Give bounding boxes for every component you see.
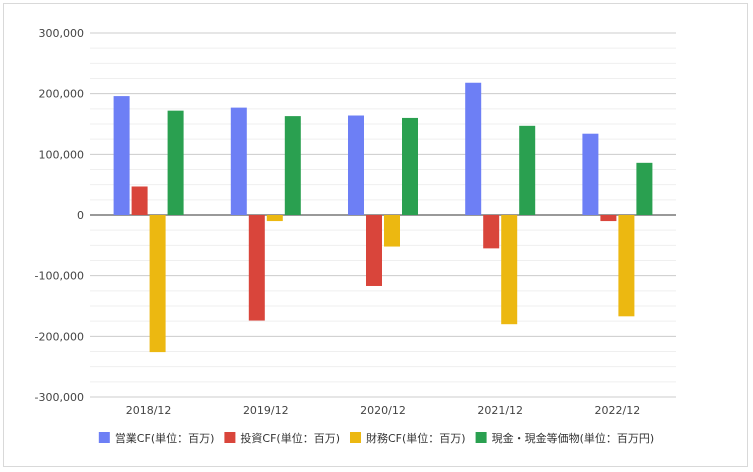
legend-swatch (224, 432, 236, 443)
x-tick-label: 2018/12 (126, 404, 172, 417)
legend-swatch (350, 432, 361, 443)
y-tick-label: -300,000 (35, 391, 84, 404)
legend-swatch (98, 432, 110, 443)
bar (402, 117, 418, 215)
bar (230, 107, 247, 215)
legend-label: 財務CF(単位：百万) (366, 431, 466, 445)
bar (131, 186, 148, 215)
y-tick-label: -100,000 (35, 270, 84, 283)
bar (465, 82, 482, 215)
legend-label: 営業CF(単位：百万) (115, 431, 215, 445)
bar (149, 215, 166, 353)
bar (600, 215, 617, 222)
legend-swatch (475, 432, 487, 443)
bar (618, 215, 635, 317)
y-tick-label: -200,000 (35, 330, 84, 343)
y-tick-label: 100,000 (39, 148, 85, 161)
x-tick-label: 2022/12 (595, 404, 641, 417)
bar (266, 215, 283, 222)
x-tick-label: 2021/12 (477, 404, 523, 417)
legend-label: 現金・現金等価物(単位：百万円) (492, 431, 655, 445)
bar (582, 133, 599, 215)
x-tick-label: 2019/12 (243, 404, 289, 417)
legend-label: 投資CF(単位：百万) (240, 431, 340, 445)
y-tick-label: 300,000 (39, 27, 85, 40)
y-tick-label: 0 (77, 209, 84, 222)
bar (248, 215, 265, 321)
y-tick-label: 200,000 (39, 88, 85, 101)
bar (384, 215, 400, 247)
bar (366, 215, 382, 286)
bar (636, 162, 653, 215)
bar (483, 215, 500, 249)
bar (284, 116, 301, 215)
bar (348, 115, 364, 215)
x-tick-label: 2020/12 (360, 404, 406, 417)
bar (113, 96, 130, 215)
bar (167, 110, 184, 215)
bar (501, 215, 518, 325)
bar (519, 125, 536, 215)
